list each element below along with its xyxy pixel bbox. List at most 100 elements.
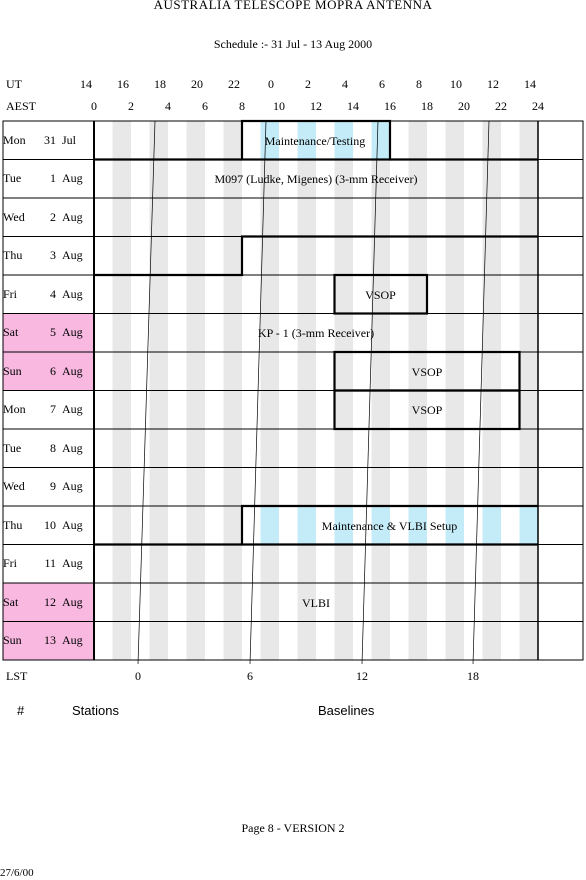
maintenance-highlight [482,506,501,545]
hour-stripe [408,467,427,506]
day-label: Fri 4 Aug [3,275,93,313]
lst-line [137,120,156,665]
maintenance-highlight [334,121,353,160]
hour-stripe [482,621,501,660]
hour-stripe [371,313,390,352]
hour-stripe [334,390,353,429]
ut-tick-label: 2 [305,77,311,91]
hour-stripe [186,159,205,198]
maintenance-highlight [408,506,427,545]
day-num: 10 [44,517,56,532]
day-num: 11 [44,556,56,570]
day-num: 8 [50,440,56,455]
block-label-kp1: KP - 1 (3-mm Receiver) [257,326,375,340]
hour-stripe [371,198,390,237]
hour-stripe [112,159,131,198]
day-dow: Mon [3,402,26,416]
day-num: 31 [44,132,56,147]
hour-stripe [519,390,538,429]
day-dow: Mon [3,132,26,147]
hour-stripe [149,467,168,506]
hour-stripe [223,313,242,352]
maintenance-highlight [260,506,279,545]
hour-stripe [223,467,242,506]
hour-stripe [445,390,464,429]
hour-stripe [112,198,131,237]
hour-stripe [112,121,131,160]
hour-stripe [482,275,501,314]
ut-tick-label: 4 [342,77,348,91]
day-dow: Fri [3,556,18,570]
hour-stripe [149,236,168,275]
day-label: Sun 6 Aug [3,352,93,390]
ut-tick-label: 20 [191,77,203,91]
lst-tick-label: 0 [135,669,141,683]
day-num: 2 [50,209,56,224]
hour-stripe [149,313,168,352]
hour-stripe [186,198,205,237]
day-dow: Wed [3,479,25,493]
lst-tick-label: 12 [356,669,368,683]
hour-stripe [445,467,464,506]
ut-tick-label: 18 [154,77,166,91]
hash-header: # [17,703,25,718]
hour-stripe [112,313,131,352]
lst-line [361,120,379,665]
weekend-cell [3,621,94,660]
day-label: Wed 2 Aug [3,198,93,236]
hour-stripe [223,352,242,391]
hour-stripe [223,583,242,622]
block-maintenance-vlbi-start [94,504,538,546]
day-label: Thu 3 Aug [3,237,93,275]
hour-stripe [112,275,131,314]
block-maintenance-testing [240,119,392,161]
hour-stripe [297,313,316,352]
hour-stripe [334,583,353,622]
hour-stripe [297,236,316,275]
hour-stripe [482,313,501,352]
hour-stripe [223,236,242,275]
hour-stripe [334,544,353,583]
maintenance-highlight [297,506,316,545]
hour-stripe [186,506,205,545]
hour-stripe [186,275,205,314]
day-mon: Aug [62,325,83,339]
lst-tick-label: 18 [467,669,479,683]
hour-stripe [519,429,538,468]
day-num: 7 [50,402,56,416]
hour-stripe [519,544,538,583]
ut-axis-label: UT [6,77,22,91]
ut-tick-label: 14 [524,77,536,91]
day-dow: Sat [3,594,19,609]
day-num: 3 [50,248,56,262]
maintenance-highlight [371,121,390,160]
hour-stripe [260,313,279,352]
hour-stripe [519,621,538,660]
hour-stripe [482,390,501,429]
hour-stripe [334,159,353,198]
hour-stripe [186,583,205,622]
hour-stripe [149,390,168,429]
hour-stripe [519,121,538,160]
hour-stripe [334,275,353,314]
day-label: Sat 12 Aug [3,583,93,621]
hour-stripe [334,198,353,237]
baselines-header: Baselines [318,703,375,718]
hour-stripe [260,583,279,622]
hour-stripe [149,583,168,622]
hour-stripe [297,467,316,506]
block-label-vsop-3: VSOP [411,403,443,417]
hour-stripe [408,352,427,391]
hour-stripe [260,352,279,391]
schedule-subtitle: Schedule :- 31 Jul - 13 Aug 2000 [213,37,373,51]
hour-stripe [223,390,242,429]
day-dow: Sun [3,633,22,647]
block-vsop-3 [333,389,521,431]
weekend-cell [3,583,94,622]
day-label: Tue 1 Aug [3,160,93,198]
block-label-vsop-2: VSOP [411,365,443,379]
hour-stripe [112,621,131,660]
maintenance-highlight [519,506,538,545]
hour-stripe [445,544,464,583]
hour-stripe [445,313,464,352]
